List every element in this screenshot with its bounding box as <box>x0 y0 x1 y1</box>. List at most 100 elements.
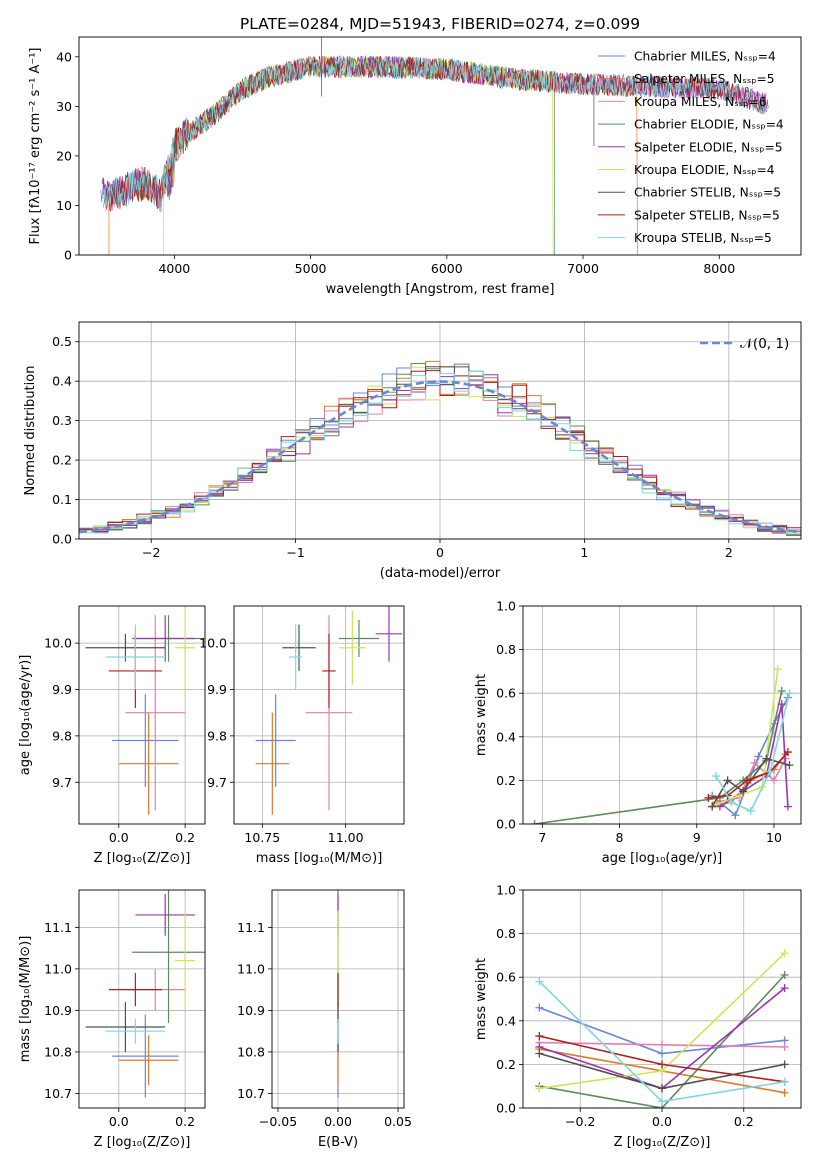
legend-label: Chabrier STELIB, Nₛₛₚ=5 <box>634 186 781 200</box>
weight-marker <box>777 687 786 696</box>
panel-weight_vs_Z: −0.2 0.0 0.2 0.0 0.2 0.4 0.6 0.8 1.0 Z [log₁₀(Z/Z… <box>474 883 802 1150</box>
y-axis-label: mass weight <box>474 674 489 756</box>
y-axis-label: mass weight <box>474 958 489 1040</box>
weight-marker <box>780 949 789 958</box>
weight-marker <box>658 1049 666 1058</box>
weight-marker <box>754 752 763 761</box>
plot-area <box>85 890 205 1098</box>
weight-marker <box>535 977 544 986</box>
weight-marker <box>750 758 759 767</box>
y-tick-label: 0.2 <box>52 453 72 468</box>
x-tick-label: 0.2 <box>175 1114 195 1129</box>
x-tick-label: 2 <box>725 545 733 560</box>
y-tick-label: 0.4 <box>496 729 516 744</box>
x-tick-label: 0.2 <box>734 1114 754 1129</box>
y-tick-label: 0.6 <box>496 686 516 701</box>
x-tick-label: 6000 <box>431 261 463 276</box>
axes-frame <box>271 889 405 1109</box>
plot-area <box>535 949 789 1108</box>
x-axis-label: mass [log₁₀(M/M⊙)] <box>256 851 383 866</box>
x-tick-label: 0.00 <box>324 1114 352 1129</box>
x-tick-label: 0.05 <box>384 1114 412 1129</box>
weight-marker <box>535 1049 544 1058</box>
normal-reference-curve <box>79 380 801 534</box>
y-tick-label: 9.9 <box>52 682 72 697</box>
weight-marker <box>773 665 782 674</box>
weight-marker <box>658 1097 666 1106</box>
y-tick-label: 10.8 <box>237 1044 265 1059</box>
y-tick-label: 30 <box>56 99 72 114</box>
y-tick-label: 0.0 <box>52 532 72 547</box>
weight-marker <box>780 984 789 993</box>
x-tick-label: 5000 <box>295 261 327 276</box>
y-tick-label: 0.5 <box>52 334 72 349</box>
y-axis-label: age [log₁₀(age/yr)] <box>18 655 33 776</box>
x-tick-label: 9 <box>693 830 701 845</box>
y-tick-label: 0.4 <box>496 1013 516 1028</box>
legend-label: Salpeter MILES, Nₛₛₚ=5 <box>634 72 774 86</box>
y-tick-label: 1.0 <box>496 599 516 614</box>
x-axis-label: Z [log₁₀(Z/Z⊙)] <box>614 1135 711 1150</box>
legend-label: Kroupa MILES, Nₛₛₚ=6 <box>634 95 766 109</box>
axes-frame <box>78 889 206 1109</box>
weight-marker <box>777 700 786 709</box>
y-tick-label: 10.8 <box>44 1044 72 1059</box>
charts-group: 4000 5000 6000 7000 8000010203040wavelength … <box>18 36 802 1150</box>
plot-area <box>79 360 801 536</box>
weight-marker <box>780 971 789 980</box>
legend-label: Kroupa ELODIE, Nₛₛₚ=4 <box>634 163 775 177</box>
y-tick-label: 20 <box>56 148 72 163</box>
x-tick-label: 10 <box>766 830 782 845</box>
y-tick-label: 10 <box>56 198 72 213</box>
y-tick-label: 0 <box>64 248 72 263</box>
y-tick-label: 1.0 <box>496 883 516 898</box>
axes-frame <box>522 889 802 1109</box>
spectrum-series-line <box>163 55 554 255</box>
weight-marker <box>780 1077 789 1086</box>
weight-series-line <box>534 690 783 824</box>
weight-marker <box>530 820 539 824</box>
y-axis-label: Normed distribution <box>23 366 38 496</box>
weight-marker <box>535 1084 544 1093</box>
weight-marker <box>769 776 778 785</box>
x-axis-label: (data-model)/error <box>380 566 501 581</box>
spectrum-legend: Chabrier MILES, Nₛₛₚ=4 Salpeter MILES, Nₛ… <box>598 50 784 245</box>
y-tick-label: 0.3 <box>52 413 72 428</box>
spectrum-series-line <box>102 54 768 211</box>
figure-title: PLATE=0284, MJD=51943, FIBERID=0274, z=0… <box>240 15 640 33</box>
x-axis-label: Z [log₁₀(Z/Z⊙)] <box>94 851 191 866</box>
x-tick-label: 7 <box>538 830 546 845</box>
weight-marker <box>658 1084 666 1093</box>
x-axis-label: age [log₁₀(age/yr)] <box>602 851 723 866</box>
legend-label: Chabrier ELODIE, Nₛₛₚ=4 <box>634 118 784 132</box>
weight-marker <box>780 1088 789 1097</box>
weight-marker <box>535 1032 544 1041</box>
x-tick-label: 7000 <box>567 261 599 276</box>
y-tick-label: 0.2 <box>496 773 516 788</box>
weight-marker <box>739 787 748 796</box>
y-tick-label: 0.2 <box>496 1057 516 1072</box>
x-tick-label: 8000 <box>703 261 735 276</box>
legend-label: Salpeter ELODIE, Nₛₛₚ=5 <box>634 140 782 154</box>
y-tick-label: 11.1 <box>44 920 72 935</box>
weight-marker <box>785 761 794 770</box>
x-axis-label: Z [log₁₀(Z/Z⊙)] <box>94 1135 191 1150</box>
x-tick-label: −2 <box>142 545 160 560</box>
y-tick-label: 10.9 <box>44 1003 72 1018</box>
panel-mass_vs_Z: 0.0 0.2 10.7 10.8 10.9 11.0 11.1 Z [log₁₀(Z/Z⊙)… <box>18 889 206 1150</box>
weight-series-line <box>715 693 791 812</box>
x-axis-label: wavelength [Angstrom, rest frame] <box>326 282 555 297</box>
legend-label: Salpeter STELIB, Nₛₛₚ=5 <box>634 208 780 222</box>
y-tick-label: 0.8 <box>496 926 516 941</box>
x-axis-label: E(B-V) <box>318 1135 358 1150</box>
axes-frame <box>78 36 802 256</box>
weight-series-line <box>539 974 786 1108</box>
y-tick-label: 10.9 <box>237 1003 265 1018</box>
weight-marker <box>783 802 792 811</box>
weight-marker <box>746 806 755 815</box>
y-tick-label: 9.7 <box>207 775 227 790</box>
x-tick-label: 4000 <box>158 261 190 276</box>
panel-weight_vs_age: 7 8 9 10 0.0 0.2 0.4 0.6 0.8 1.0 age [log₁₀(age/yr… <box>474 599 802 866</box>
y-tick-label: 10.7 <box>44 1086 72 1101</box>
